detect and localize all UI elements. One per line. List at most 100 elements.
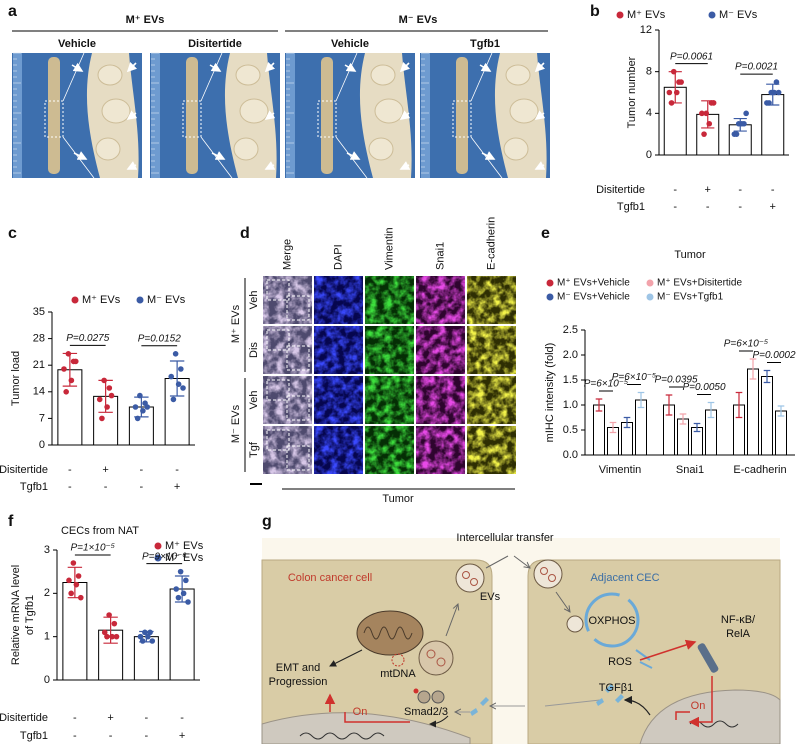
data-point: [68, 590, 74, 597]
data-point: [666, 89, 673, 96]
p-value: P=0.0002: [752, 350, 796, 361]
arrow: [344, 62, 357, 72]
data-point: [168, 373, 175, 380]
data-point: [170, 396, 177, 403]
zoom-box: [286, 295, 310, 321]
condition-value: -: [673, 184, 677, 196]
p-value: P=9×10⁻⁶: [142, 551, 186, 562]
dna: [299, 732, 385, 740]
legend-marker: [136, 296, 144, 304]
column-label: Snai1: [434, 242, 446, 270]
legend-label: M⁻ EVs+Tgfb1: [657, 292, 724, 303]
error-bar: [701, 100, 715, 129]
arrow: [399, 61, 411, 73]
arrow: [479, 62, 492, 72]
x-tick-label: Vimentin: [599, 464, 642, 476]
y-tick-label: 0: [39, 439, 45, 451]
condition-value: -: [104, 481, 108, 493]
image-texture: [416, 376, 465, 424]
ruler: [13, 53, 22, 178]
y-tick-label: 0.5: [563, 424, 578, 436]
image-texture: [416, 426, 465, 474]
arrow: [481, 151, 496, 160]
data-point: [106, 385, 113, 391]
bar: [593, 404, 605, 456]
image-texture: [467, 326, 516, 374]
column-label: DAPI: [332, 244, 344, 270]
mtdna-icon: [391, 653, 405, 667]
arrow: [264, 161, 276, 170]
y-tick-label: 35: [33, 306, 45, 318]
column-label: Vimentin: [383, 227, 395, 270]
data-point: [149, 638, 156, 644]
data-point: [180, 385, 186, 391]
tumor: [101, 98, 131, 124]
error-bar: [62, 352, 78, 387]
legend-marker: [646, 279, 654, 287]
error-bar: [609, 421, 617, 434]
x-tick-label: E-cadherin: [733, 464, 786, 476]
data-point: [63, 389, 69, 395]
label: Colon cancer cell: [288, 572, 372, 584]
arrow: [209, 62, 222, 72]
column-label: Merge: [281, 239, 293, 270]
legend-marker: [616, 11, 624, 19]
image-texture: [467, 376, 516, 424]
data-point: [96, 396, 103, 403]
colon: [186, 57, 198, 174]
legend-label: M⁺ EVs+Disitertide: [657, 278, 742, 289]
condition-value: +: [174, 481, 180, 493]
data-point: [775, 89, 782, 96]
image-texture: [314, 376, 363, 424]
bar: [775, 410, 787, 456]
label: mtDNA: [380, 668, 416, 680]
mitochondrion: [356, 610, 424, 656]
panel-label: g: [262, 513, 272, 530]
image-texture: [365, 276, 414, 324]
y-tick-label: 0.0: [563, 449, 578, 461]
legend-marker: [154, 554, 162, 562]
zoom-box: [266, 429, 290, 451]
p-value: P=0.0275: [66, 333, 110, 344]
data-point: [177, 568, 184, 575]
y-tick-label: 2.5: [563, 324, 578, 336]
condition-value: -: [175, 464, 179, 476]
arrow: [344, 712, 410, 723]
legend-label: M⁻ EVs+Vehicle: [557, 292, 630, 303]
error-bar: [763, 369, 771, 384]
image-texture: [314, 326, 363, 374]
arrow: [399, 110, 411, 120]
p-value: P=0.0395: [654, 375, 698, 386]
ev: [533, 559, 563, 589]
data-point: [111, 620, 118, 627]
colon: [321, 57, 333, 174]
data-point: [773, 79, 780, 85]
p-value: P=6×10⁻⁵: [724, 339, 769, 350]
image-texture: [365, 376, 414, 424]
tumor: [239, 98, 269, 124]
data-point: [710, 100, 717, 106]
bar: [635, 399, 647, 456]
ev-content: [470, 578, 478, 586]
phospho: [413, 688, 419, 694]
image-texture: [314, 426, 363, 474]
data-point: [172, 351, 179, 357]
label: On: [691, 700, 706, 712]
ruler: [421, 53, 430, 178]
image-texture: [416, 276, 465, 324]
tumor: [368, 137, 394, 161]
panel-label: f: [8, 513, 14, 530]
p-value: P=1×10⁻⁵: [70, 543, 115, 554]
error-bar: [595, 398, 603, 412]
p-value: P=6×10⁻⁵: [612, 372, 657, 383]
row-label: Tgf: [248, 441, 260, 458]
p-value: P=6×10⁻⁵: [584, 379, 629, 390]
image-texture: [467, 276, 516, 324]
condition-label: Tgfb1: [470, 38, 500, 50]
y-tick-label: 4: [646, 107, 652, 119]
arrow: [399, 161, 411, 170]
p-value: P=0.0050: [682, 382, 726, 393]
condition-value: -: [738, 201, 742, 213]
